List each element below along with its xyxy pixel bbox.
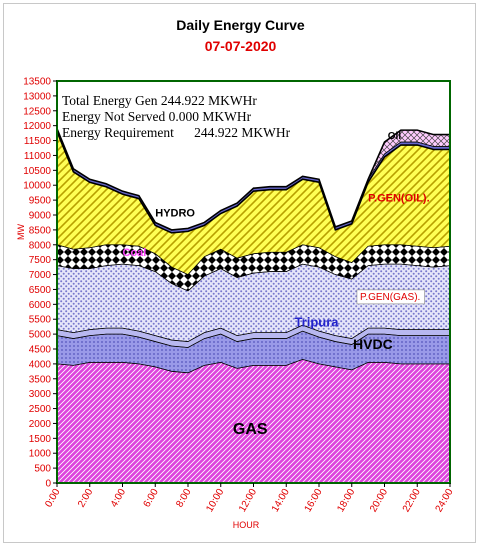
series-label-p-gen-gas: P.GEN(GAS).: [360, 292, 420, 303]
y-tick-label: 1000: [29, 449, 52, 460]
series-label-tripura: Tripura: [294, 315, 339, 330]
total-energy-gen-text: Total Energy Gen 244.922 MKWHr: [62, 93, 257, 108]
series-label-p-gen-oil: P.GEN(OIL).: [368, 193, 430, 205]
y-tick-label: 2000: [29, 419, 52, 430]
y-tick-label: 6000: [29, 300, 52, 311]
pgen-gas-area-topline: [56, 263, 451, 292]
x-tick-label: 10:00: [204, 487, 226, 515]
y-axis-label: MW: [16, 224, 26, 240]
x-tick-label: 8:00: [174, 487, 193, 510]
y-tick-label: 500: [34, 464, 51, 475]
y-tick-label: 8500: [29, 225, 52, 236]
oil-area-topline: [56, 128, 450, 231]
energy-not-served-text: Energy Not Served 0.000 MKWHr: [62, 109, 252, 124]
series-label-oil: Oil: [388, 131, 402, 142]
pgen-gas-label-box: [356, 289, 425, 305]
gas-area-topline: [56, 359, 450, 374]
x-tick-label: 20:00: [368, 487, 390, 515]
coal-area-topline: [56, 244, 451, 276]
y-tick-label: 9000: [29, 211, 52, 222]
x-tick-label: 22:00: [401, 487, 423, 515]
chart-subtitle: 07-07-2020: [204, 38, 277, 54]
y-tick-label: 7000: [29, 270, 52, 281]
chart-title: Daily Energy Curve: [176, 17, 305, 33]
x-tick-label: 16:00: [303, 487, 325, 515]
x-tick-label: 0:00: [43, 487, 62, 510]
y-tick-label: 10500: [23, 166, 51, 177]
y-tick-label: 6500: [29, 285, 52, 296]
chart-frame: [3, 3, 476, 543]
y-tick-label: 4500: [29, 345, 52, 356]
y-tick-label: 2500: [29, 404, 52, 415]
y-tick-label: 5500: [29, 315, 52, 326]
x-tick-label: 12:00: [237, 487, 259, 515]
energy-requirement-text: Energy Requirement 244.922 MKWHr: [62, 125, 291, 140]
y-tick-label: 13500: [23, 77, 51, 88]
y-tick-label: 7500: [29, 255, 52, 266]
y-tick-label: 3000: [29, 389, 52, 400]
y-tick-label: 10000: [23, 181, 51, 192]
y-tick-label: 0: [45, 479, 51, 490]
pgen-oil-area-topline: [56, 131, 450, 234]
y-tick-label: 3500: [29, 374, 52, 385]
y-tick-label: 5000: [29, 330, 52, 341]
x-tick-label: 6:00: [142, 487, 161, 510]
series-label-coal: Coal: [123, 247, 147, 259]
y-tick-label: 9500: [29, 196, 52, 207]
hvdc-area-topline: [56, 330, 450, 348]
x-tick-label: 2:00: [76, 487, 95, 510]
y-tick-label: 1500: [29, 434, 52, 445]
series-label-hydro: HYDRO: [155, 207, 195, 219]
y-tick-label: 4000: [29, 359, 52, 370]
y-tick-label: 11500: [24, 136, 52, 147]
x-axis-label: HOUR: [233, 520, 260, 530]
y-tick-label: 8000: [29, 240, 52, 251]
series-label-gas: GAS: [233, 421, 268, 438]
y-tick-label: 11000: [24, 151, 52, 162]
y-tick-label: 12000: [23, 121, 51, 132]
x-tick-label: 14:00: [270, 487, 292, 515]
series-label-hvdc: HVDC: [353, 336, 393, 352]
x-tick-label: 24:00: [434, 487, 456, 515]
y-tick-label: 12500: [23, 106, 51, 117]
x-tick-label: 4:00: [109, 487, 128, 510]
x-tick-label: 18:00: [335, 487, 357, 515]
tripura-area-topline: [56, 324, 450, 342]
y-tick-label: 13000: [23, 91, 51, 102]
